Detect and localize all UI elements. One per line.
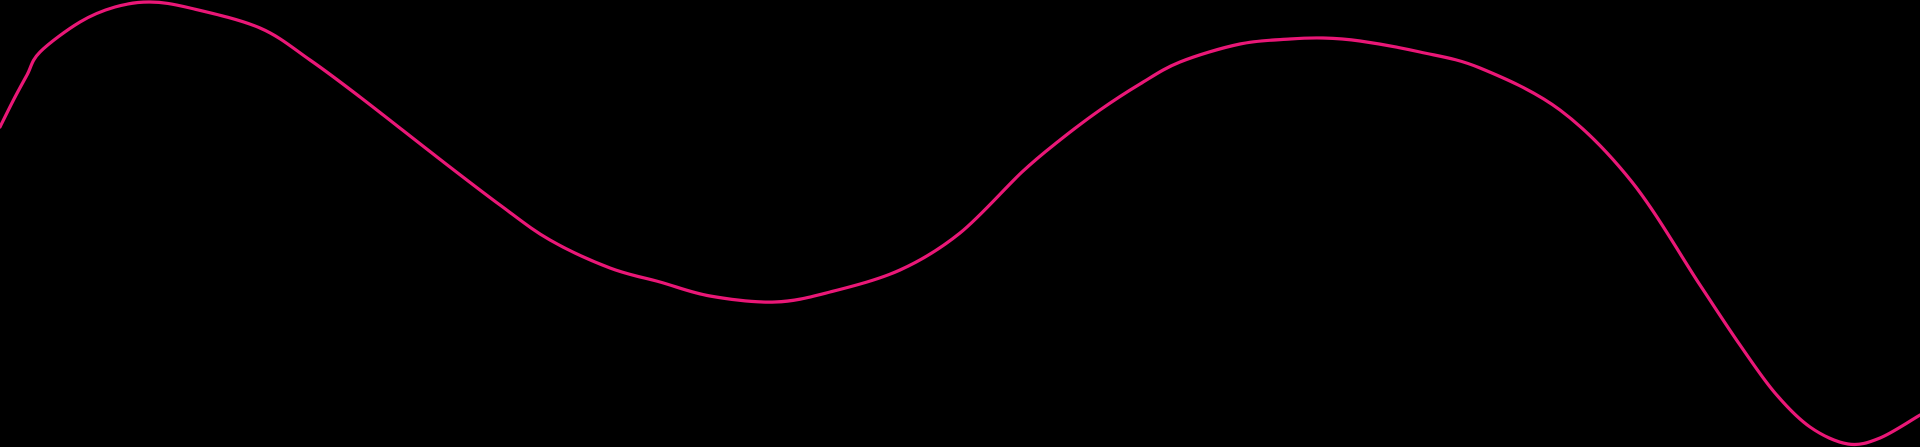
curve-plot-svg (0, 0, 1920, 447)
wave-curve-line (0, 0, 1920, 447)
curve-chart (0, 0, 1920, 447)
